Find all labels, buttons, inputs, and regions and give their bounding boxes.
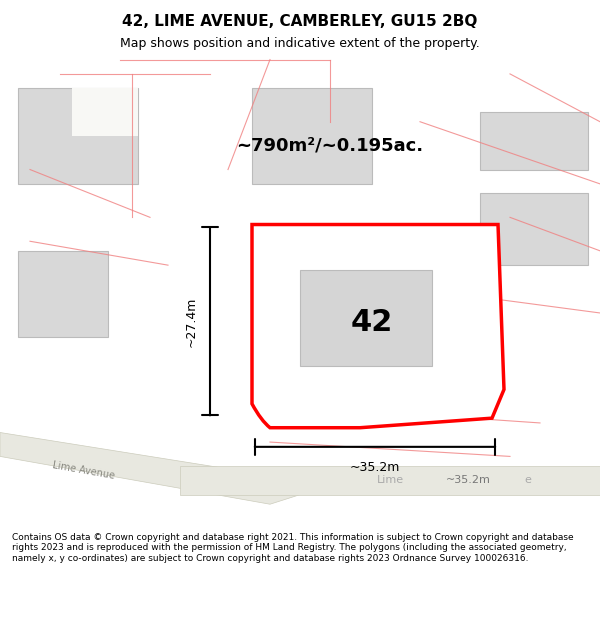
Text: 42: 42 xyxy=(351,308,393,337)
Bar xyxy=(480,112,588,169)
Polygon shape xyxy=(180,466,600,494)
Text: ~35.2m: ~35.2m xyxy=(350,461,400,474)
Text: Lime Avenue: Lime Avenue xyxy=(52,461,116,481)
Text: Lime: Lime xyxy=(376,475,404,485)
Text: ~790m²/~0.195ac.: ~790m²/~0.195ac. xyxy=(236,137,424,154)
Text: Contains OS data © Crown copyright and database right 2021. This information is : Contains OS data © Crown copyright and d… xyxy=(12,533,574,562)
Bar xyxy=(480,194,588,265)
Bar xyxy=(300,270,432,366)
Bar xyxy=(18,251,108,337)
Bar xyxy=(72,88,138,136)
Text: ~27.4m: ~27.4m xyxy=(185,296,198,346)
Bar xyxy=(252,88,372,184)
Text: Map shows position and indicative extent of the property.: Map shows position and indicative extent… xyxy=(120,38,480,51)
Bar xyxy=(18,88,138,184)
Text: ~35.2m: ~35.2m xyxy=(446,475,490,485)
Text: e: e xyxy=(524,475,532,485)
PathPatch shape xyxy=(252,224,504,428)
Text: 42, LIME AVENUE, CAMBERLEY, GU15 2BQ: 42, LIME AVENUE, CAMBERLEY, GU15 2BQ xyxy=(122,14,478,29)
Polygon shape xyxy=(0,432,330,504)
